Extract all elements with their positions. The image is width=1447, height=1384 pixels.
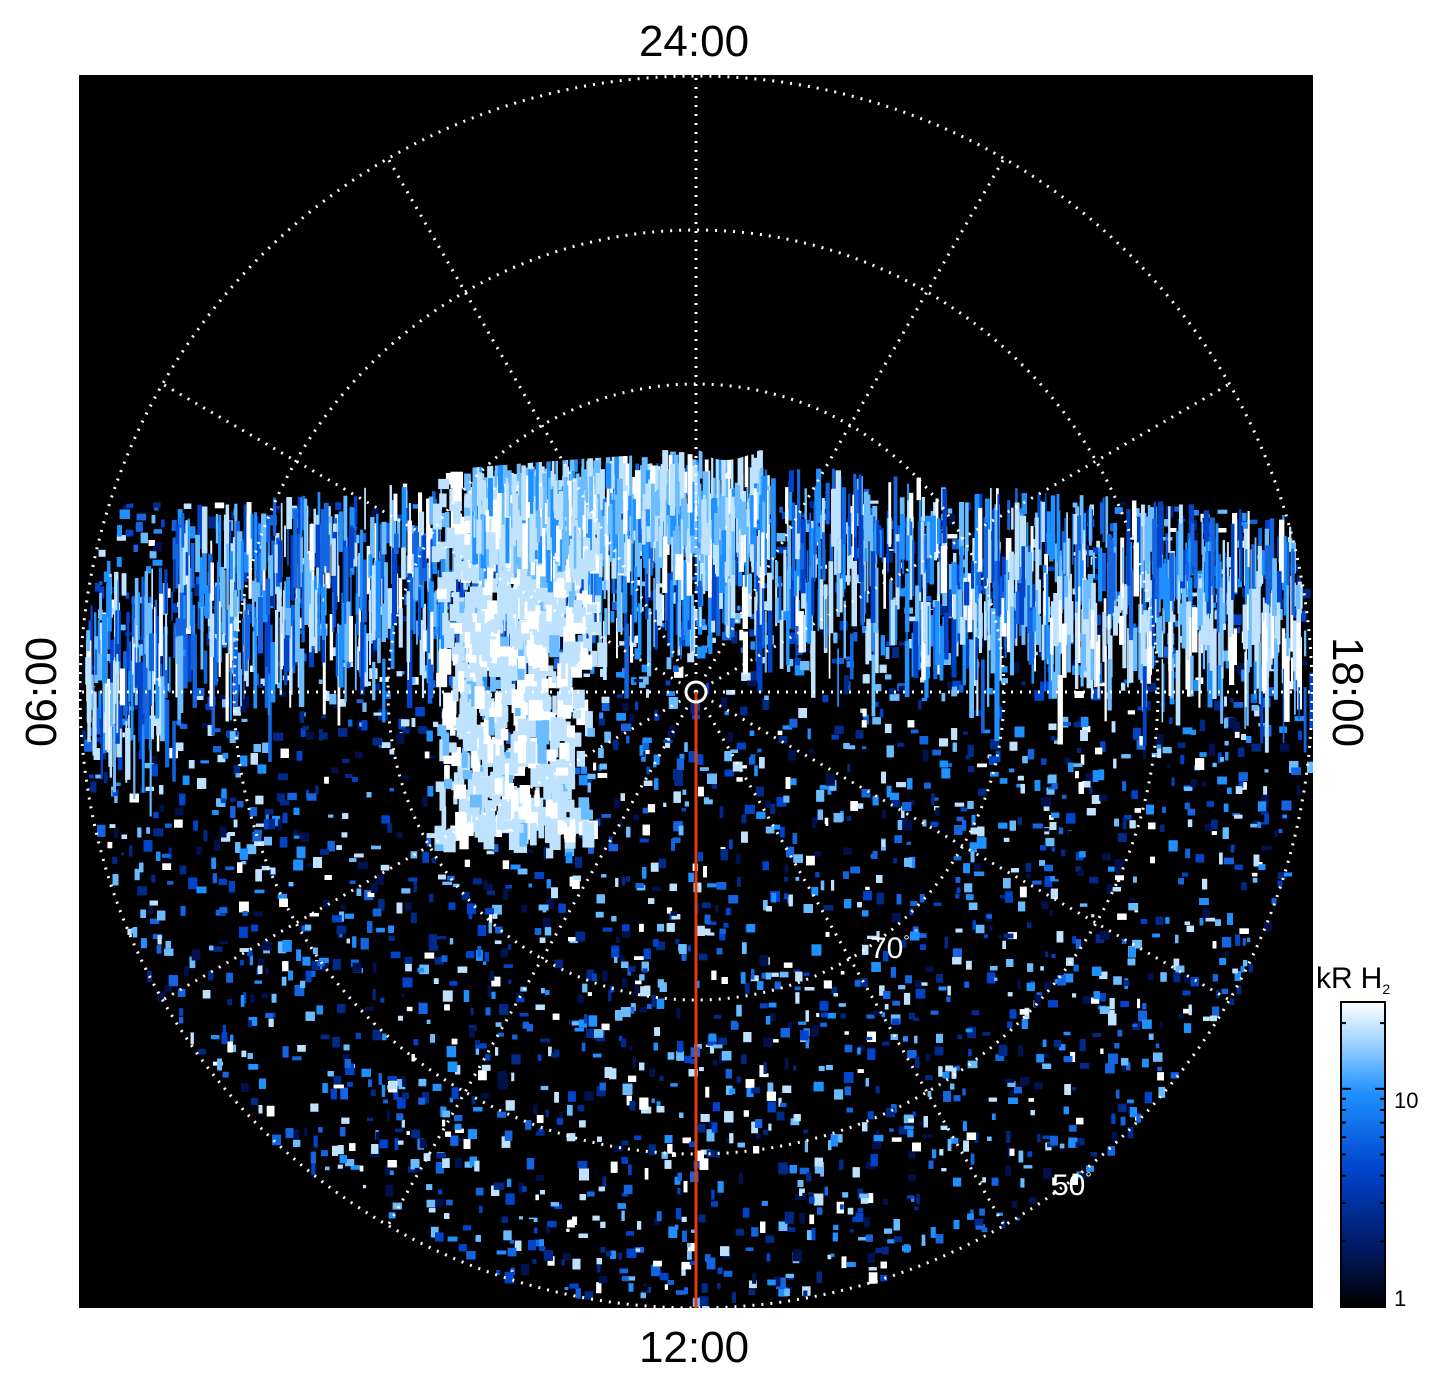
- colorbar-gradient: [1340, 1001, 1386, 1308]
- colorbar-tick-label-1: 1: [1394, 1286, 1406, 1311]
- local-time-meridian: [161, 382, 697, 694]
- colorbar: kR H2 10 1: [1316, 962, 1418, 1311]
- pole-marker: [684, 680, 708, 704]
- local-time-meridian: [695, 382, 1231, 694]
- latitude-label-50: 50°: [1052, 1169, 1092, 1202]
- aurora-emission-map: [79, 75, 1313, 1308]
- local-time-label-left: 06:00: [17, 637, 66, 747]
- local-time-label-top: 24:00: [639, 17, 749, 66]
- latitude-label-70: 70°: [870, 932, 910, 965]
- local-time-meridian: [694, 157, 1006, 693]
- local-time-meridian: [386, 691, 698, 1227]
- local-time-meridian: [694, 691, 1006, 1227]
- latitude-circle: [232, 228, 1160, 1156]
- latitude-circle: [79, 75, 1313, 1308]
- local-time-meridian: [695, 690, 1231, 1002]
- polar-grid: [79, 75, 1313, 1308]
- local-time-meridian: [161, 690, 697, 1002]
- local-time-meridian: [386, 157, 698, 693]
- local-time-label-bottom: 12:00: [639, 1323, 749, 1372]
- local-time-label-right: 18:00: [1323, 637, 1372, 747]
- colorbar-ticks: [1341, 1022, 1385, 1308]
- colorbar-tick-label-10: 10: [1394, 1088, 1418, 1113]
- colorbar-title: kR H2: [1316, 962, 1390, 997]
